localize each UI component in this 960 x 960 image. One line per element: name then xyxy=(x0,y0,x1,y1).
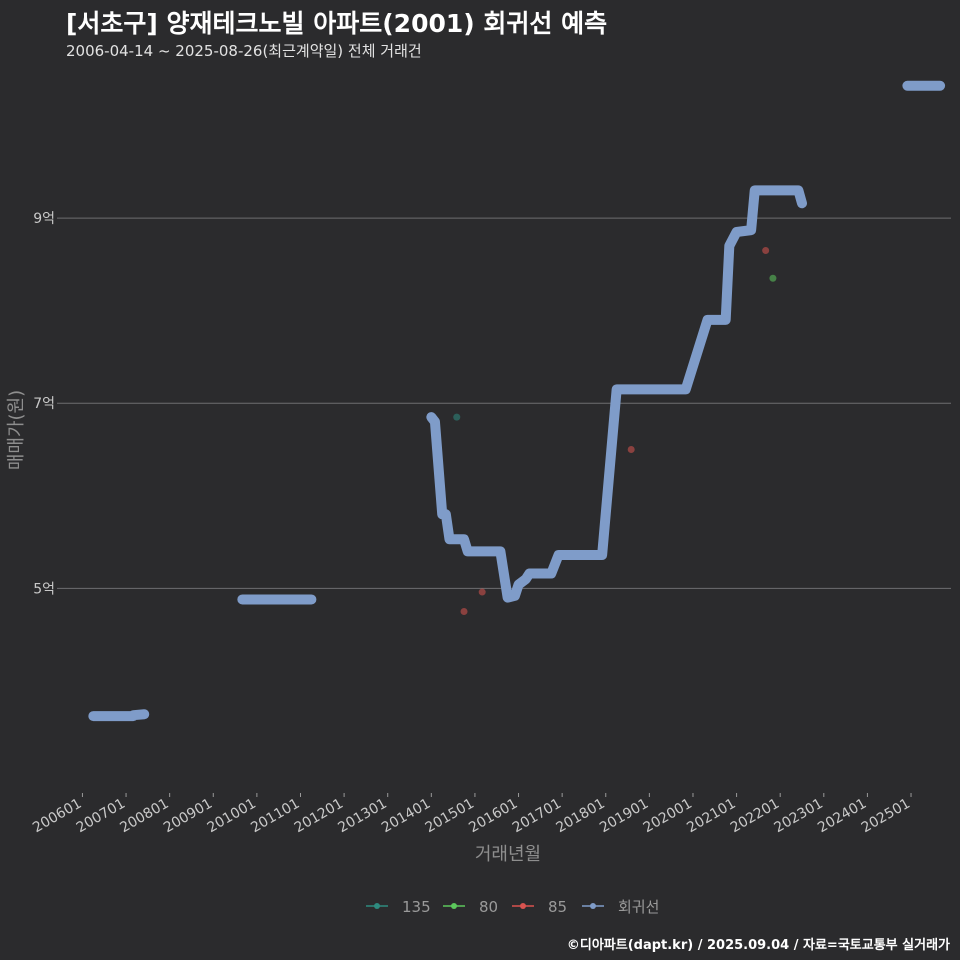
legend-label: 135 xyxy=(402,898,431,916)
legend-item: 135 xyxy=(366,898,431,916)
x-tick-labels: 2006012007012008012009012010012011012012… xyxy=(30,793,913,836)
x-tick-label: 202201 xyxy=(728,796,782,837)
x-tick-label: 201501 xyxy=(423,796,477,837)
y-axis-title: 매매가(원) xyxy=(6,390,27,470)
regression-line-segment xyxy=(426,185,807,603)
y-tick-label: 7억 xyxy=(33,396,55,412)
x-tick-label: 201401 xyxy=(379,796,433,837)
x-axis-title: 거래년월 xyxy=(475,844,541,865)
x-tick-label: 201701 xyxy=(510,796,564,837)
x-tick-label: 202401 xyxy=(815,796,869,837)
legend-key-dot xyxy=(590,903,596,909)
regression-line xyxy=(88,80,946,722)
x-tick-label: 202101 xyxy=(684,796,738,837)
legend-label: 85 xyxy=(548,898,567,916)
x-tick-label: 200901 xyxy=(161,796,215,837)
legend-item: 85 xyxy=(512,898,567,916)
gridlines xyxy=(57,217,951,589)
x-tick-label: 202501 xyxy=(859,796,913,837)
x-tick-label: 201801 xyxy=(553,796,607,837)
chart-subtitle: 2006-04-14 ~ 2025-08-26(최근계약일) 전체 거래건 xyxy=(66,42,422,60)
x-tick-label: 201201 xyxy=(292,796,346,837)
data-point-85 xyxy=(460,608,468,615)
regression-line-segment xyxy=(88,709,150,722)
data-point-135 xyxy=(453,413,461,421)
data-point-85 xyxy=(478,588,486,596)
legend-key-dot xyxy=(374,903,380,909)
x-tick-label: 202001 xyxy=(641,796,695,837)
x-tick-label: 201101 xyxy=(248,796,302,837)
credit-text: ©디아파트(dapt.kr) / 2025.09.04 / 자료=국토교통부 실… xyxy=(566,938,950,953)
legend: 135 80 85 회귀선 xyxy=(366,898,659,916)
data-point-85 xyxy=(627,446,635,454)
x-tick-label: 200801 xyxy=(117,796,171,837)
data-points xyxy=(453,247,777,615)
x-tick-label: 201901 xyxy=(597,796,651,837)
data-point-80 xyxy=(769,274,777,282)
legend-key-dot xyxy=(451,903,457,909)
y-tick-label: 9억 xyxy=(33,211,55,227)
chart-title: [서초구] 양재테크노빌 아파트(2001) 회귀선 예측 xyxy=(66,9,608,38)
legend-item: 회귀선 xyxy=(582,898,659,916)
x-tick-label: 200601 xyxy=(30,796,84,837)
x-tick-label: 202301 xyxy=(772,796,826,837)
y-tick-label: 5억 xyxy=(33,581,55,597)
y-tick-labels: 5억 7억 9억 xyxy=(33,211,55,597)
legend-item: 80 xyxy=(443,898,498,916)
x-tick-label: 201301 xyxy=(335,796,389,837)
legend-label: 회귀선 xyxy=(618,898,659,916)
x-tick-label: 201601 xyxy=(466,796,520,837)
x-tick-label: 201001 xyxy=(205,796,259,837)
data-point-85 xyxy=(762,247,770,254)
x-tick-label: 200701 xyxy=(74,796,128,837)
legend-label: 80 xyxy=(479,898,498,916)
legend-key-dot xyxy=(520,903,526,909)
